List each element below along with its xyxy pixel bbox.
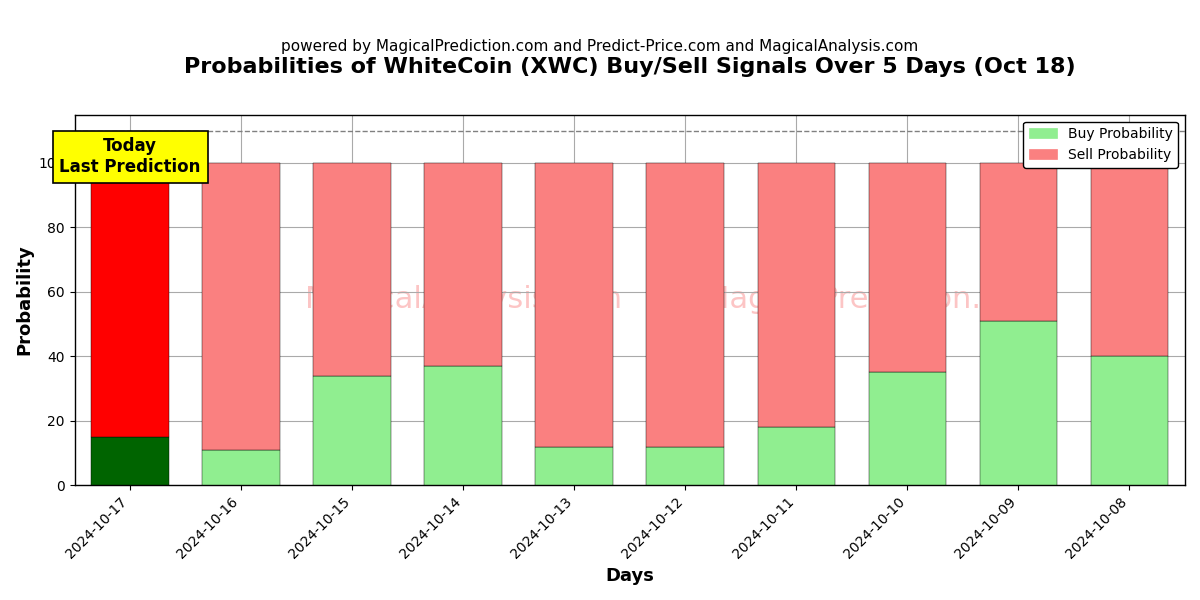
Bar <box>425 163 502 366</box>
Bar <box>313 376 391 485</box>
Bar <box>757 163 835 427</box>
Bar <box>91 437 169 485</box>
Text: MagicalAnalysis.com: MagicalAnalysis.com <box>305 286 622 314</box>
Bar <box>91 163 169 437</box>
Bar <box>647 163 725 446</box>
Legend: Buy Probability, Sell Probability: Buy Probability, Sell Probability <box>1024 122 1178 167</box>
Bar <box>979 163 1057 321</box>
Text: Today
Last Prediction: Today Last Prediction <box>60 137 200 176</box>
Bar <box>313 163 391 376</box>
Bar <box>535 163 613 446</box>
Bar <box>757 427 835 485</box>
Y-axis label: Probability: Probability <box>16 245 34 355</box>
Bar <box>869 373 947 485</box>
Bar <box>647 446 725 485</box>
X-axis label: Days: Days <box>605 567 654 585</box>
Text: MagicalPrediction.com: MagicalPrediction.com <box>703 286 1045 314</box>
Bar <box>203 163 280 450</box>
Bar <box>979 321 1057 485</box>
Bar <box>535 446 613 485</box>
Bar <box>425 366 502 485</box>
Title: Probabilities of WhiteCoin (XWC) Buy/Sell Signals Over 5 Days (Oct 18): Probabilities of WhiteCoin (XWC) Buy/Sel… <box>184 57 1075 77</box>
Bar <box>1091 356 1169 485</box>
Bar <box>869 163 947 373</box>
Bar <box>203 450 280 485</box>
Bar <box>1091 163 1169 356</box>
Text: powered by MagicalPrediction.com and Predict-Price.com and MagicalAnalysis.com: powered by MagicalPrediction.com and Pre… <box>281 39 919 54</box>
